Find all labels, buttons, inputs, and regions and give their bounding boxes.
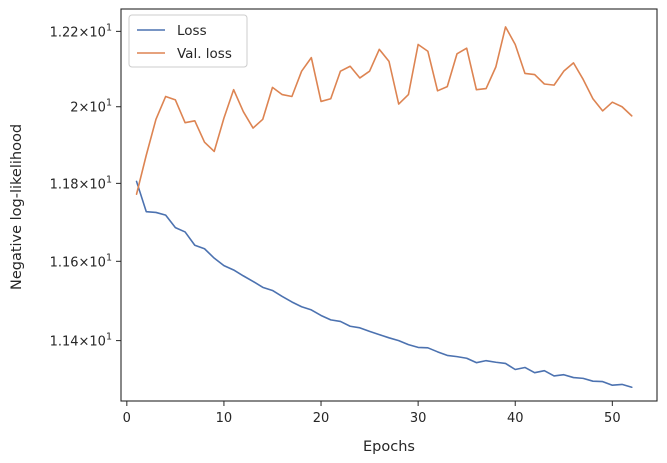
legend-box (128, 14, 248, 68)
legend-label-val-loss: Val. loss (177, 46, 232, 62)
x-axis-ticks: 0 10 20 30 40 50 (123, 401, 621, 426)
x-axis-label: Epochs (363, 439, 415, 455)
x-tick-label: 10 (216, 411, 233, 426)
y-tick-label: 1.16×101 (50, 252, 112, 270)
series-line-loss (135, 180, 633, 389)
x-tick-label: 50 (604, 411, 621, 426)
series-lines (135, 26, 633, 389)
x-tick-label: 30 (410, 411, 427, 426)
x-tick-label: 40 (507, 411, 524, 426)
series-line-val-loss (135, 26, 633, 195)
y-tick-label: 1.22×101 (50, 22, 112, 40)
y-axis-ticks: 1.14×101 1.16×101 1.18×101 2×101 1.22×101 (50, 22, 121, 350)
x-tick-label: 20 (313, 411, 330, 426)
y-tick-label: 1.14×101 (50, 332, 112, 350)
x-tick-label: 0 (123, 411, 131, 426)
y-tick-label: 2×101 (70, 98, 112, 116)
plot-frame (120, 8, 658, 402)
y-tick-label: 1.18×101 (50, 174, 112, 192)
y-axis-label: Negative log-likelihood (9, 124, 25, 290)
legend: Loss Val. loss (128, 14, 248, 68)
plot-background (121, 9, 657, 401)
legend-label-loss: Loss (177, 23, 207, 39)
